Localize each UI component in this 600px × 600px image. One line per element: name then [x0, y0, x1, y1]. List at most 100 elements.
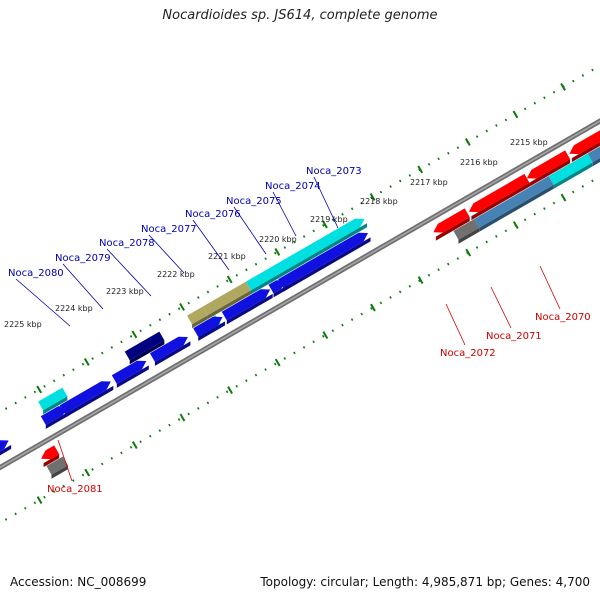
gene-feature — [193, 316, 226, 341]
ruler-tick-label: 2221 kbp — [208, 252, 246, 261]
gene-feature — [526, 150, 571, 187]
gene-label-reverse: Noca_2071 — [486, 331, 542, 342]
gene-feature-side — [43, 454, 60, 468]
ruler-tick — [370, 303, 376, 312]
gene-feature-top — [526, 150, 571, 179]
gene-feature-side — [479, 184, 554, 232]
ruler-tick — [560, 193, 567, 202]
gene-feature-top — [548, 153, 593, 185]
gene-feature — [0, 440, 12, 456]
ruler-tick — [322, 331, 329, 340]
gene-feature-side — [458, 227, 480, 244]
ruler-tick-label: 2220 kbp — [259, 235, 297, 244]
gene-leader-line — [445, 303, 466, 346]
genome-backbone — [0, 118, 600, 471]
gene-leader-line — [62, 263, 104, 310]
gene-leader-line — [57, 439, 73, 482]
ruler-tick — [179, 302, 185, 311]
gene-feature-side — [553, 162, 593, 189]
gene-feature-side — [64, 385, 114, 418]
ruler-tick-label: 2219 kbp — [310, 215, 348, 224]
ruler-tick — [131, 330, 138, 339]
ruler-tick — [131, 441, 138, 450]
ruler-tick — [369, 192, 376, 201]
gene-labels: Noca_2073 Noca_2074 Noca_2075 Noca_2076 Noca… — [8, 166, 591, 495]
gene-feature — [221, 289, 273, 325]
gene-feature — [433, 208, 470, 241]
gene-leader-line — [106, 248, 152, 297]
gene-feature — [46, 456, 68, 479]
gene-feature — [453, 219, 480, 244]
gene-feature — [587, 146, 600, 167]
backbone-inner — [0, 120, 600, 469]
gene-feature-side — [273, 284, 289, 298]
ruler-tick — [226, 275, 233, 284]
gene-feature-side — [226, 293, 273, 325]
gene-feature-side — [571, 141, 600, 163]
gene-feature-top — [59, 381, 111, 414]
ruler-tick-label: 2218 kbp — [360, 197, 398, 206]
gene-feature-side — [592, 158, 600, 167]
gene-feature — [40, 406, 71, 429]
gene-feature — [474, 176, 554, 232]
gene-leader-line — [313, 176, 339, 229]
gene-feature-top — [453, 219, 480, 240]
gene-label-reverse: Noca_2070 — [535, 312, 591, 323]
gene-feature-side — [529, 159, 571, 187]
ruler-tick-label: 2222 kbp — [157, 270, 195, 279]
backbone-outer — [0, 118, 600, 471]
ruler-tick — [464, 137, 471, 146]
ruler-tick — [179, 413, 186, 422]
gene-feature-top — [587, 146, 600, 163]
gene-label-forward: Noca_2077 — [141, 224, 197, 235]
gene-feature — [468, 173, 530, 221]
gene-feature-top — [187, 306, 208, 325]
gene-label-forward: Noca_2078 — [99, 238, 155, 249]
gene-label-forward: Noca_2076 — [185, 209, 241, 220]
ruler-tick-label: 2224 kbp — [55, 304, 93, 313]
ruler-tick-label: 2217 kbp — [410, 178, 448, 187]
gene-feature-top — [124, 331, 165, 361]
gene-feature-top — [278, 232, 369, 288]
ruler-tick — [322, 220, 328, 229]
gene-feature-top — [268, 280, 286, 294]
gene-feature-side — [250, 223, 368, 295]
gene-feature-side — [116, 365, 149, 388]
gene-feature-side — [435, 217, 470, 241]
gene-feature-side — [154, 341, 191, 366]
gene-feature-top — [474, 176, 554, 228]
ruler-lines — [0, 64, 600, 525]
gene-feature-top — [221, 289, 271, 321]
gene-feature-top — [111, 360, 147, 384]
ruler-tick-label: 2216 kbp — [460, 158, 498, 167]
gene-leader-line — [490, 286, 512, 329]
gene-leader-line — [15, 278, 71, 327]
gene-leader-line — [192, 219, 230, 271]
ruler-tick-labels: 2215 kbp 2216 kbp 2217 kbp 2218 kbp 2219 kbp… — [4, 138, 548, 329]
ruler-tick — [36, 385, 43, 394]
gene-feature-side — [0, 444, 12, 456]
gene-feature-side — [129, 340, 165, 365]
gene-feature-top — [41, 445, 60, 460]
gene-feature-side — [198, 321, 226, 341]
gene-leader-line — [148, 234, 185, 274]
gene-feature — [59, 381, 114, 418]
gene-feature-side — [471, 182, 530, 221]
gene-feature — [278, 232, 371, 292]
gene-feature — [41, 445, 60, 468]
gene-leader-line — [539, 265, 561, 310]
gene-label-reverse: Noca_2072 — [440, 348, 496, 359]
gene-feature-side — [283, 237, 371, 292]
gene-feature-side — [45, 410, 71, 429]
gene-label-forward: Noca_2079 — [55, 253, 111, 264]
gene-leader-line — [233, 206, 267, 255]
gene-feature — [268, 280, 289, 298]
ruler-tick — [227, 386, 233, 395]
ruler-tick-label: 2223 kbp — [106, 287, 144, 296]
gene-features — [0, 130, 600, 479]
ruler-tick — [417, 165, 424, 174]
gene-feature — [187, 306, 208, 329]
ruler-tick — [512, 221, 519, 230]
gene-feature-top — [245, 218, 365, 291]
